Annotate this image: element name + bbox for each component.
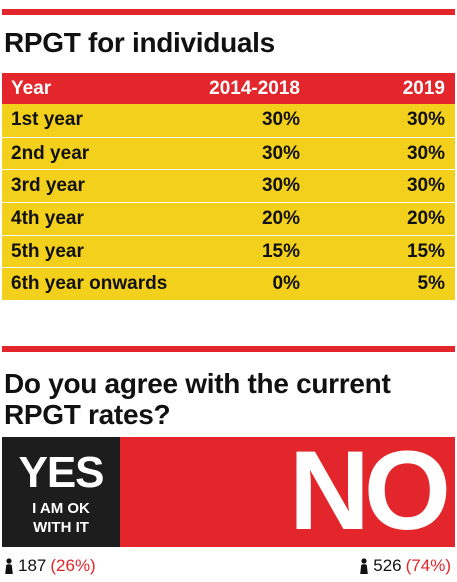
row-rate-2019: 30% xyxy=(406,175,445,197)
no-vote-count: 526 (74%) xyxy=(359,556,451,576)
header-2014-2018: 2014-2018 xyxy=(209,77,300,99)
yes-sub-label: I AM OK WITH IT xyxy=(2,499,120,537)
row-rate-2019: 5% xyxy=(417,273,445,295)
rpgt-table: Year 2014-2018 2019 1st year 30% 30% 2nd… xyxy=(2,73,455,301)
no-block: NO xyxy=(120,431,455,551)
table-header-row: Year 2014-2018 2019 xyxy=(2,73,455,104)
table-row: 5th year 15% 15% xyxy=(2,234,455,268)
row-rate-2014-2018: 20% xyxy=(261,207,300,229)
row-rate-2019: 20% xyxy=(406,207,445,229)
row-year-label: 2nd year xyxy=(11,142,90,164)
poll-result-banner: YES I AM OK WITH IT NO xyxy=(2,431,455,551)
row-rate-2014-2018: 15% xyxy=(261,240,300,262)
header-2019: 2019 xyxy=(402,77,445,99)
row-rate-2014-2018: 30% xyxy=(261,142,300,164)
no-label: NO xyxy=(289,428,451,553)
row-rate-2014-2018: 30% xyxy=(261,175,300,197)
table-row: 6th year onwards 0% 5% xyxy=(2,267,455,301)
row-year-label: 6th year onwards xyxy=(11,273,168,295)
row-rate-2014-2018: 30% xyxy=(261,109,300,131)
row-year-label: 5th year xyxy=(11,240,84,262)
row-rate-2019: 30% xyxy=(406,142,445,164)
table-row: 2nd year 30% 30% xyxy=(2,136,455,170)
table-row: 3rd year 30% 30% xyxy=(2,169,455,203)
row-year-label: 4th year xyxy=(11,207,84,229)
no-votes: 526 xyxy=(373,556,402,575)
yes-vote-count: 187 (26%) xyxy=(4,556,96,576)
yes-percent: (26%) xyxy=(50,556,96,575)
header-year: Year xyxy=(11,77,52,99)
person-icon xyxy=(5,558,13,574)
person-icon xyxy=(360,558,369,574)
table-row: 4th year 20% 20% xyxy=(2,202,455,235)
yes-votes: 187 xyxy=(18,556,47,575)
yes-label: YES xyxy=(18,448,104,497)
row-rate-2019: 30% xyxy=(406,109,445,131)
poll-question: Do you agree with the current RPGT rates… xyxy=(4,368,391,430)
row-year-label: 1st year xyxy=(11,109,83,131)
row-rate-2014-2018: 0% xyxy=(272,273,300,295)
top-divider xyxy=(2,9,455,15)
no-percent: (74%) xyxy=(405,556,451,575)
yes-sub-line-2: WITH IT xyxy=(33,519,89,536)
yes-block: YES I AM OK WITH IT xyxy=(2,437,120,547)
poll-divider xyxy=(2,346,455,352)
table-row: 1st year 30% 30% xyxy=(2,104,455,137)
row-rate-2019: 15% xyxy=(406,240,445,262)
yes-sub-line-1: I AM OK xyxy=(32,500,90,517)
row-year-label: 3rd year xyxy=(11,175,85,197)
table-title: RPGT for individuals xyxy=(4,27,275,58)
